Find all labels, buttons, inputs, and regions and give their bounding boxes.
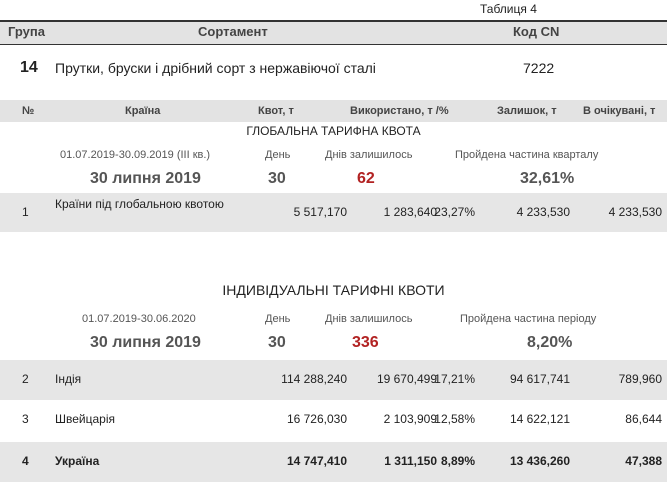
cell: 16 726,030	[286, 412, 347, 426]
cell: 2	[22, 372, 29, 386]
date: 30 липня 2019	[90, 334, 201, 351]
progress-label: Пройдена частина кварталу	[455, 149, 599, 161]
cell: 12,58%	[434, 412, 475, 426]
day-label: День	[265, 149, 291, 161]
date: 30 липня 2019	[90, 170, 201, 187]
cell: 23,27%	[434, 204, 475, 219]
cell: 94 617,741	[509, 372, 570, 386]
progress: 8,20%	[527, 334, 573, 351]
days-left: 62	[357, 170, 375, 187]
column-header: Квот, т	[258, 105, 294, 117]
row-band	[0, 360, 667, 400]
day-label: День	[265, 313, 291, 325]
cell: 8,89%	[440, 454, 475, 468]
cell: 14 622,121	[509, 412, 570, 426]
cell: 4 233,530	[516, 204, 570, 219]
header-assortment: Сортамент	[198, 24, 268, 39]
columns-band	[0, 100, 667, 122]
product-group: 14	[20, 59, 38, 76]
column-header: Країна	[125, 105, 161, 117]
cell: 14 747,410	[286, 454, 347, 468]
cell: Країни під глобальною квотою	[55, 197, 224, 211]
progress-label: Пройдена частина періоду	[460, 313, 597, 325]
column-header: В очікувані, т	[583, 105, 656, 117]
column-header: Використано, т /%	[350, 105, 449, 117]
days-left-label: Днів залишилось	[325, 313, 413, 325]
cell: 3	[22, 412, 29, 426]
cell: 86,644	[625, 412, 662, 426]
period: 01.07.2019-30.09.2019 (III кв.)	[60, 149, 211, 161]
cell: 4	[22, 454, 29, 468]
cell: 114 288,240	[281, 372, 347, 386]
column-header: №	[22, 105, 35, 117]
cell: 17,21%	[434, 372, 475, 386]
cell: 1 283,640	[383, 204, 437, 219]
cell: 13 436,260	[509, 454, 570, 468]
cell: 19 670,499	[376, 372, 437, 386]
row-band	[0, 193, 667, 232]
cell: 47,388	[625, 454, 662, 468]
cell: Швейцарія	[55, 412, 115, 426]
table-label: Таблиця 4	[480, 2, 537, 16]
row-band	[0, 442, 667, 482]
cell: Індія	[55, 372, 82, 386]
column-header: Залишок, т	[497, 105, 557, 117]
header-group: Група	[8, 24, 45, 39]
cell: 1	[22, 204, 29, 219]
cell: 5 517,170	[293, 204, 347, 219]
progress: 32,61%	[520, 170, 575, 187]
period: 01.07.2019-30.06.2020	[82, 313, 196, 325]
day: 30	[268, 334, 286, 351]
days-left-label: Днів залишилось	[325, 149, 413, 161]
cell: 789,960	[618, 372, 662, 386]
section-title: ГЛОБАЛЬНА ТАРИФНА КВОТА	[246, 124, 421, 138]
cell: 1 311,150	[384, 454, 437, 468]
header-cn: Код CN	[513, 24, 560, 39]
days-left: 336	[352, 334, 379, 351]
product-name: Прутки, бруски і дрібний сорт з нержавію…	[55, 60, 376, 76]
section-title: ІНДИВІДУАЛЬНІ ТАРИФНІ КВОТИ	[222, 282, 445, 298]
cell: Україна	[55, 454, 100, 468]
day: 30	[268, 170, 286, 187]
cell: 2 103,909	[383, 412, 437, 426]
cell: 4 233,530	[608, 204, 662, 219]
header-band	[0, 20, 667, 45]
product-cn: 7222	[523, 60, 555, 76]
